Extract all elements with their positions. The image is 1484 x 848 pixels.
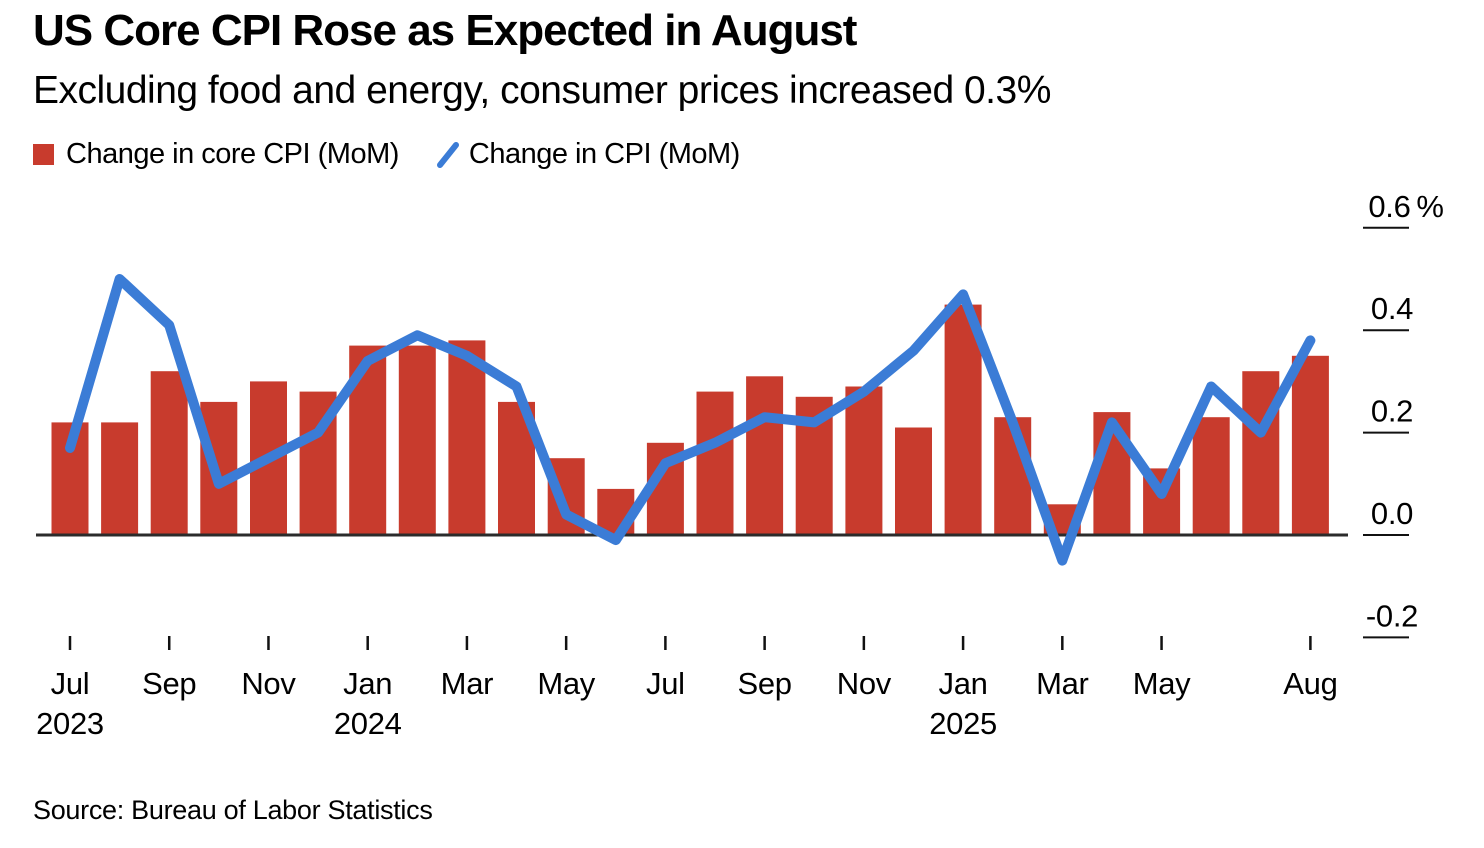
- line-swatch-icon: [436, 141, 459, 168]
- source-note: Source: Bureau of Labor Statistics: [33, 795, 433, 825]
- core-cpi-bar: [1242, 371, 1280, 535]
- core-cpi-bar: [746, 376, 784, 535]
- core-cpi-bar: [150, 371, 188, 535]
- x-axis-month-label: Aug: [1283, 666, 1337, 701]
- x-axis-year-label: 2025: [929, 706, 997, 741]
- x-axis-month-label: Jul: [646, 666, 685, 701]
- x-axis-month-label: Jan: [343, 666, 392, 701]
- page-title: US Core CPI Rose as Expected in August: [33, 6, 857, 55]
- y-axis-label: 0.6 %: [1368, 189, 1443, 224]
- y-axis-label: -0.2: [1366, 598, 1418, 633]
- core-cpi-bar: [1291, 355, 1329, 535]
- core-cpi-bar: [895, 427, 932, 535]
- x-axis-month-label: May: [537, 666, 595, 701]
- core-cpi-bar: [101, 422, 139, 535]
- core-cpi-bar: [1192, 417, 1230, 535]
- legend-item-core-cpi: Change in core CPI (MoM): [33, 138, 399, 171]
- core-cpi-bar: [696, 391, 734, 535]
- x-axis-month-label: Nov: [241, 666, 296, 701]
- x-axis-year-label: 2023: [36, 706, 104, 741]
- x-axis-month-label: Jan: [939, 666, 988, 701]
- x-axis-month-label: Jul: [51, 666, 90, 701]
- chart-legend: Change in core CPI (MoM) Change in CPI (…: [33, 138, 740, 171]
- core-cpi-bar: [448, 340, 486, 535]
- y-axis-label: 0.2: [1371, 394, 1413, 429]
- legend-label: Change in core CPI (MoM): [66, 138, 399, 170]
- x-axis-month-label: May: [1133, 666, 1191, 701]
- x-axis-month-label: Nov: [837, 666, 892, 701]
- core-cpi-bar: [398, 345, 436, 535]
- cpi-line: [65, 274, 1316, 566]
- x-axis-month-label: Mar: [441, 666, 494, 701]
- legend-item-cpi: Change in CPI (MoM): [436, 138, 740, 171]
- page-subtitle: Excluding food and energy, consumer pric…: [33, 69, 1051, 112]
- bar-swatch-icon: [33, 144, 54, 165]
- x-axis-month-label: Sep: [142, 666, 196, 701]
- x-axis-month-label: Mar: [1036, 666, 1089, 701]
- y-axis-label: 0.0: [1371, 496, 1413, 531]
- core-cpi-bar: [845, 386, 883, 535]
- x-axis-month-label: Sep: [737, 666, 791, 701]
- core-cpi-bar: [944, 304, 982, 535]
- legend-label: Change in CPI (MoM): [468, 138, 740, 170]
- x-axis-year-label: 2024: [334, 706, 402, 741]
- y-axis-label: 0.4: [1371, 291, 1413, 326]
